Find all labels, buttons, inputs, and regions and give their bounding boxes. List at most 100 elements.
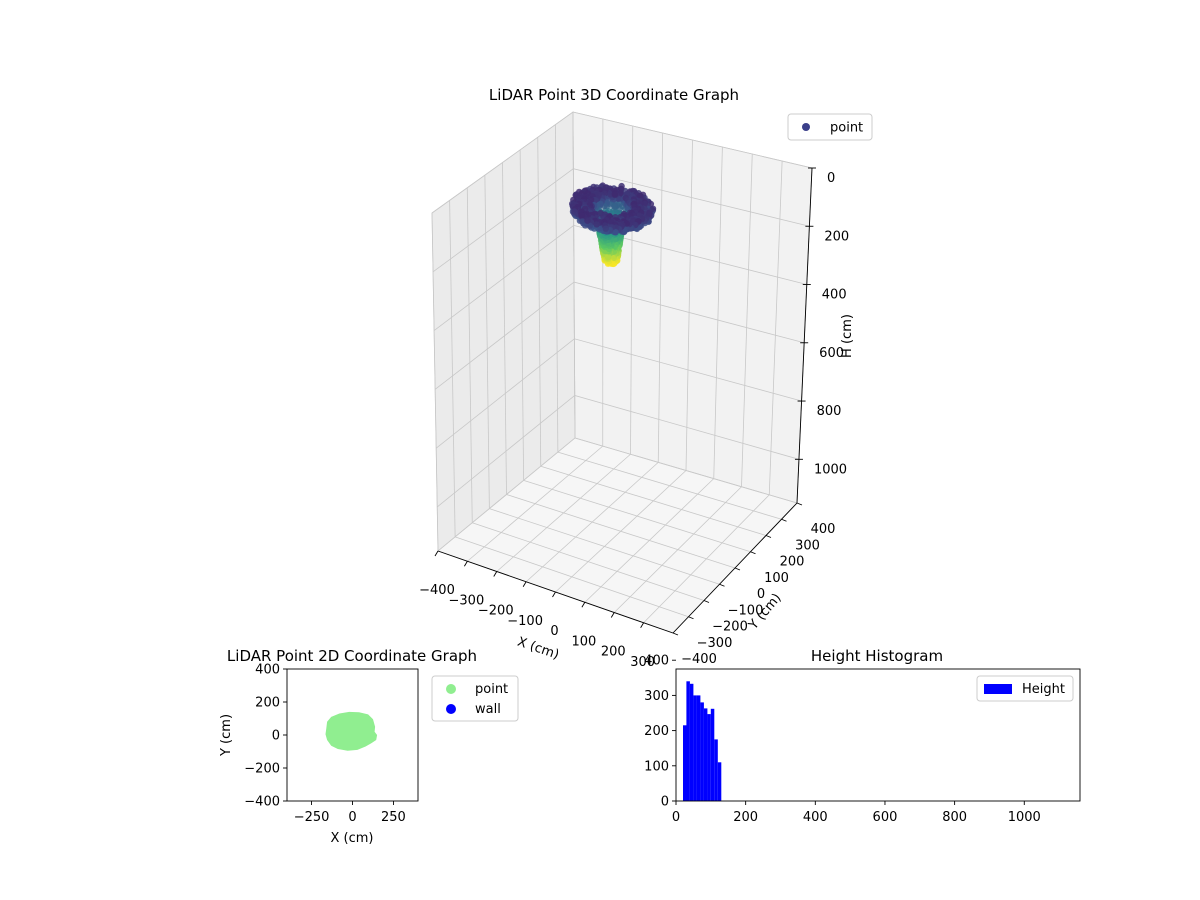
z-tick-label: 1000	[814, 462, 847, 477]
histogram-bar	[714, 739, 718, 801]
point-3d	[617, 189, 624, 197]
histogram-bars	[683, 681, 722, 801]
plot-3d-title: LiDAR Point 3D Coordinate Graph	[489, 86, 739, 104]
y-tick-label: 400	[644, 654, 669, 669]
y-tick-mark	[703, 600, 710, 603]
point-3d	[602, 225, 609, 232]
histogram-bar	[696, 695, 701, 801]
y-tick-mark	[781, 518, 787, 522]
y-tick-label: 200	[255, 696, 280, 711]
histogram-ticks: 0 200 400 600 800 1000 0 100 200 300 400	[644, 654, 1041, 825]
grid-line-y-left	[484, 175, 490, 509]
plot-2d-legend-marker-point	[446, 684, 456, 694]
y-tick-label: 100	[644, 759, 669, 774]
plot-2d-legend-label-point: point	[475, 682, 508, 697]
x-tick-mark	[610, 612, 615, 618]
plot-2d-legend: point wall	[431, 675, 519, 722]
histogram-bar	[683, 725, 687, 801]
grid-line-x-back	[685, 139, 693, 471]
grid-line-y-floor	[472, 522, 705, 601]
grid-line-y-floor	[540, 465, 767, 536]
plot-2d-x-label: X (cm)	[331, 831, 374, 846]
y-tick-label: −100	[728, 603, 764, 618]
grid-line-y-left	[431, 212, 439, 552]
grid-line-y-floor	[506, 494, 736, 569]
grid-line-x-back	[713, 146, 723, 479]
histogram-bar	[707, 714, 711, 801]
y-tick-label: 0	[757, 587, 765, 602]
y-tick-label: 200	[780, 555, 805, 570]
x-tick-label: 200	[601, 645, 626, 660]
plot-3d-legend-label: point	[830, 121, 863, 136]
y-tick-mark	[796, 502, 803, 506]
x-tick-label: −400	[419, 583, 455, 598]
y-tick-label: −400	[681, 652, 717, 667]
point-3d	[611, 190, 618, 198]
histogram-bar	[710, 708, 715, 801]
histogram-legend-box	[976, 675, 1074, 702]
x-tick-label: 250	[381, 810, 406, 825]
histogram-legend-swatch	[984, 684, 1012, 694]
x-tick-label: −200	[478, 604, 514, 619]
y-tick-mark	[688, 616, 694, 620]
y-tick-label: 200	[644, 724, 669, 739]
grid-line-y-floor	[454, 536, 689, 618]
grid-line-y-floor	[574, 437, 798, 504]
x-tick-label: 0	[348, 810, 356, 825]
plot-3d-legend-marker	[802, 123, 810, 131]
x-tick-label: 300	[630, 655, 655, 670]
grid-line-y-left	[502, 162, 507, 495]
x-tick-mark	[581, 602, 586, 608]
y-tick-label: 400	[255, 663, 280, 678]
plot-2d-legend-marker-wall	[446, 704, 456, 714]
grid-line-z	[431, 111, 813, 214]
point-3d	[586, 222, 593, 229]
histogram-bar	[717, 762, 722, 801]
z-tick-label: 600	[819, 346, 844, 361]
y-tick-label: 0	[661, 795, 669, 810]
point-3d	[584, 217, 591, 224]
plot-2d-title: LiDAR Point 2D Coordinate Graph	[227, 647, 477, 665]
z-tick-label: 200	[824, 229, 849, 244]
point-3d	[578, 212, 585, 219]
histogram-bar	[693, 695, 697, 801]
histogram-bar	[703, 708, 708, 801]
plot-3d-legend: point	[787, 113, 873, 141]
plot-3d-point-cloud	[569, 182, 657, 268]
grid-line-y-left	[572, 111, 576, 439]
grid-line-y-left	[537, 137, 542, 467]
histogram-legend-label: Height	[1022, 682, 1065, 697]
x-tick-mark	[640, 622, 645, 628]
grid-line-x-back	[630, 125, 634, 455]
y-tick-mark	[750, 551, 756, 555]
grid-line-z	[435, 338, 802, 449]
histogram-bar	[686, 681, 690, 801]
x-tick-mark	[434, 550, 439, 557]
x-tick-label: −100	[507, 614, 543, 629]
point-3d	[612, 229, 619, 236]
y-tick-label: −400	[244, 795, 280, 810]
y-tick-mark	[719, 583, 725, 587]
plot-3d: LiDAR Point 3D Coordinate Graph −400−300…	[419, 86, 873, 670]
x-tick-label: 600	[873, 810, 898, 825]
plot-3d-grid	[431, 111, 813, 634]
grid-line-y-left	[519, 149, 525, 481]
histogram-bar	[689, 683, 694, 801]
x-tick-mark	[522, 581, 527, 587]
x-tick-label: −250	[294, 810, 330, 825]
grid-line-y-left	[449, 200, 456, 537]
y-tick-label: −200	[712, 620, 748, 635]
grid-line-y-left	[554, 124, 559, 453]
y-tick-label: 300	[795, 538, 820, 553]
z-tick-label: 800	[817, 404, 842, 419]
grid-line-z	[434, 281, 805, 390]
y-tick-label: −200	[244, 762, 280, 777]
x-tick-label: 200	[733, 810, 758, 825]
z-tick-label: 0	[827, 171, 835, 186]
x-tick-label: 0	[672, 810, 680, 825]
x-tick-label: −300	[449, 593, 485, 608]
histogram-title: Height Histogram	[811, 647, 943, 665]
y-tick-label: 0	[272, 729, 280, 744]
